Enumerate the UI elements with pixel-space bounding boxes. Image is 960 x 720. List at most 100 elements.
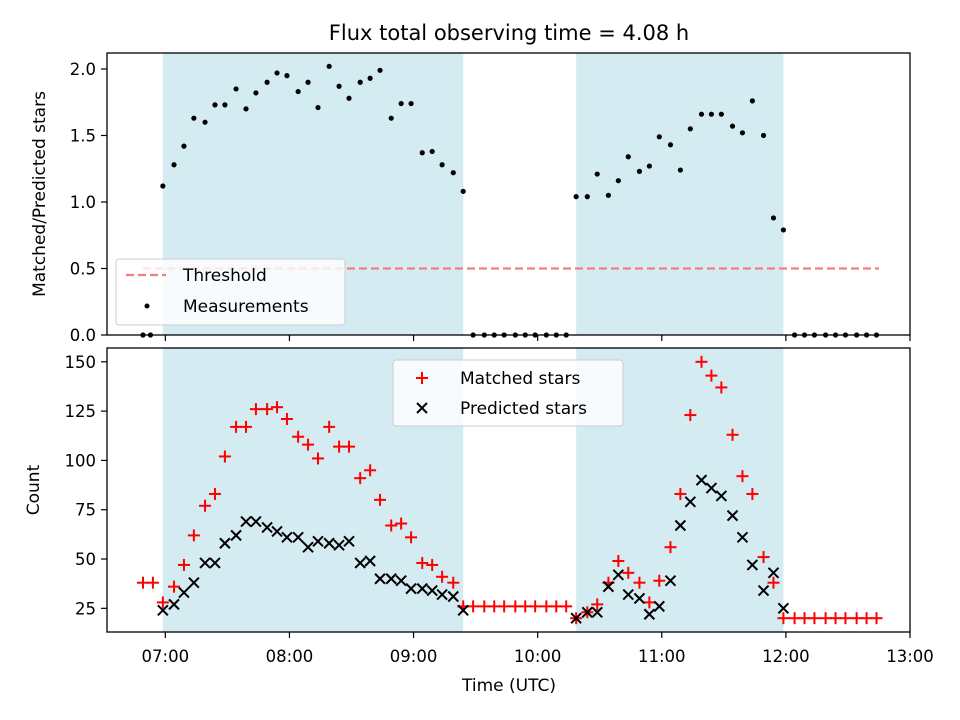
legend-matched-swatch bbox=[416, 372, 428, 384]
matched-star-point bbox=[395, 517, 408, 530]
predicted-star-point bbox=[736, 531, 749, 544]
predicted-star-point bbox=[633, 592, 646, 605]
matched-star-point bbox=[374, 493, 387, 506]
predicted-star-point bbox=[333, 539, 345, 551]
measurement-point bbox=[202, 119, 208, 125]
count-legend-box bbox=[392, 359, 624, 427]
matched-star-point bbox=[695, 355, 708, 368]
measurement-point bbox=[605, 192, 612, 198]
matched-star-point bbox=[715, 381, 728, 394]
predicted-star-point bbox=[250, 515, 262, 528]
ratio-panel: 0.00.51.01.52.0 Matched/Predicted stars … bbox=[30, 52, 911, 345]
measurement-point bbox=[584, 194, 590, 200]
ratio-y-tick-label: 2.0 bbox=[70, 60, 96, 79]
measurement-point bbox=[594, 171, 600, 177]
count-y-axis-label: Count bbox=[24, 464, 44, 515]
measurement-point bbox=[667, 142, 674, 148]
measurement-point bbox=[450, 170, 456, 176]
predicted-star-point bbox=[591, 606, 603, 618]
ratio-y-axis-label: Matched/Predicted stars bbox=[30, 91, 50, 297]
predicted-star-point bbox=[312, 535, 324, 547]
predicted-star-point bbox=[230, 529, 242, 542]
matched-star-point bbox=[757, 551, 770, 564]
matched-star-point bbox=[498, 600, 511, 613]
predicted-star-point bbox=[416, 582, 428, 595]
matched-star-point bbox=[168, 580, 181, 593]
predicted-star-point bbox=[199, 557, 211, 569]
measurement-point bbox=[326, 63, 332, 69]
x-tick-label: 08:00 bbox=[266, 647, 314, 666]
matched-star-point bbox=[156, 596, 169, 609]
measurement-point bbox=[284, 73, 290, 79]
x-tick-label: 12:00 bbox=[762, 647, 810, 666]
measurement-point bbox=[439, 162, 445, 168]
measurement-point bbox=[677, 167, 683, 173]
matched-star-point bbox=[177, 558, 190, 571]
predicted-star-point bbox=[385, 573, 397, 585]
measurement-point bbox=[739, 130, 746, 136]
count-y-tick-label: 125 bbox=[65, 402, 97, 421]
measurement-point bbox=[573, 194, 579, 200]
count-legend: Matched stars Predicted stars bbox=[392, 359, 624, 427]
matched-star-point bbox=[187, 529, 200, 542]
x-tick-label: 09:00 bbox=[390, 647, 438, 666]
measurement-point bbox=[718, 111, 724, 117]
predicted-star-point bbox=[705, 482, 718, 494]
matched-star-point bbox=[280, 413, 293, 425]
chart-title: Flux total observing time = 4.08 h bbox=[329, 21, 689, 45]
legend-predicted-label: Predicted stars bbox=[460, 399, 587, 419]
measurement-point bbox=[171, 162, 177, 168]
predicted-star-point bbox=[612, 569, 625, 581]
matched-star-point bbox=[218, 450, 231, 463]
matched-star-point bbox=[436, 570, 449, 583]
measurement-point bbox=[625, 154, 631, 160]
matched-star-point bbox=[240, 420, 253, 433]
matched-star-point bbox=[343, 440, 356, 453]
measurement-point bbox=[408, 100, 414, 107]
predicted-star-point bbox=[343, 535, 355, 547]
matched-star-point bbox=[808, 612, 821, 625]
matched-star-point bbox=[633, 576, 646, 589]
x-tick-label: 11:00 bbox=[638, 647, 686, 666]
legend-matched-label: Matched stars bbox=[460, 369, 580, 389]
measurement-point bbox=[181, 143, 187, 149]
predicted-star-point bbox=[746, 559, 759, 571]
predicted-star-point bbox=[354, 557, 366, 569]
ratio-y-tick-label: 1.0 bbox=[70, 193, 96, 212]
measurement-point bbox=[708, 111, 715, 117]
count-y-tick-label: 25 bbox=[75, 599, 96, 618]
measurement-point bbox=[656, 134, 662, 140]
matched-star-point bbox=[292, 430, 305, 443]
measurement-point bbox=[357, 79, 363, 85]
matched-star-point bbox=[354, 472, 367, 485]
ratio-y-tick-label: 0.0 bbox=[70, 326, 96, 345]
predicted-star-point bbox=[323, 537, 335, 549]
predicted-star-point bbox=[188, 576, 200, 589]
predicted-star-point bbox=[695, 474, 708, 486]
predicted-star-point bbox=[168, 598, 180, 611]
predicted-star-point bbox=[581, 606, 594, 618]
matched-star-point bbox=[746, 487, 759, 500]
matched-star-point bbox=[736, 470, 749, 483]
predicted-star-point bbox=[570, 612, 582, 624]
matched-star-point bbox=[249, 403, 262, 416]
matched-star-point bbox=[767, 576, 780, 589]
matched-star-point bbox=[560, 600, 573, 613]
predicted-star-point bbox=[457, 604, 469, 617]
matched-star-point bbox=[447, 576, 460, 589]
matched-star-point bbox=[385, 519, 398, 532]
predicted-star-point bbox=[209, 557, 221, 569]
measurement-point bbox=[749, 98, 755, 104]
measurement-point bbox=[264, 79, 270, 85]
measurement-point bbox=[429, 148, 435, 155]
matched-star-point bbox=[612, 555, 625, 567]
measurement-point bbox=[698, 111, 705, 117]
count-y-tick-label: 100 bbox=[65, 451, 97, 470]
predicted-star-point bbox=[364, 555, 376, 567]
predicted-star-point bbox=[684, 496, 697, 508]
measurement-point bbox=[305, 79, 311, 85]
matched-star-point bbox=[839, 612, 852, 625]
count-y-tick-label: 150 bbox=[65, 353, 97, 372]
legend-predicted-swatch bbox=[416, 402, 428, 414]
predicted-star-point bbox=[271, 525, 283, 538]
